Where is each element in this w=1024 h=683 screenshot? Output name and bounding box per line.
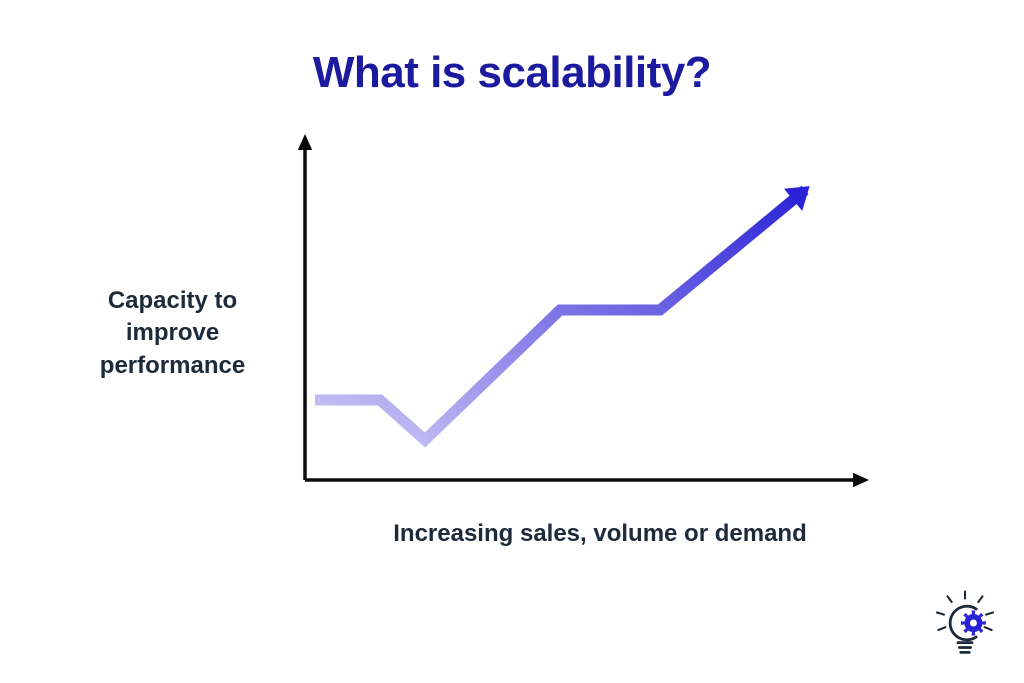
x-axis-label: Increasing sales, volume or demand bbox=[330, 520, 870, 548]
lightbulb-gear-icon bbox=[930, 588, 1000, 658]
scalability-chart bbox=[275, 130, 895, 510]
page-title: What is scalability? bbox=[0, 48, 1024, 98]
chart-line bbox=[315, 186, 810, 440]
y-axis-label: Capacity to improve performance bbox=[75, 285, 270, 382]
